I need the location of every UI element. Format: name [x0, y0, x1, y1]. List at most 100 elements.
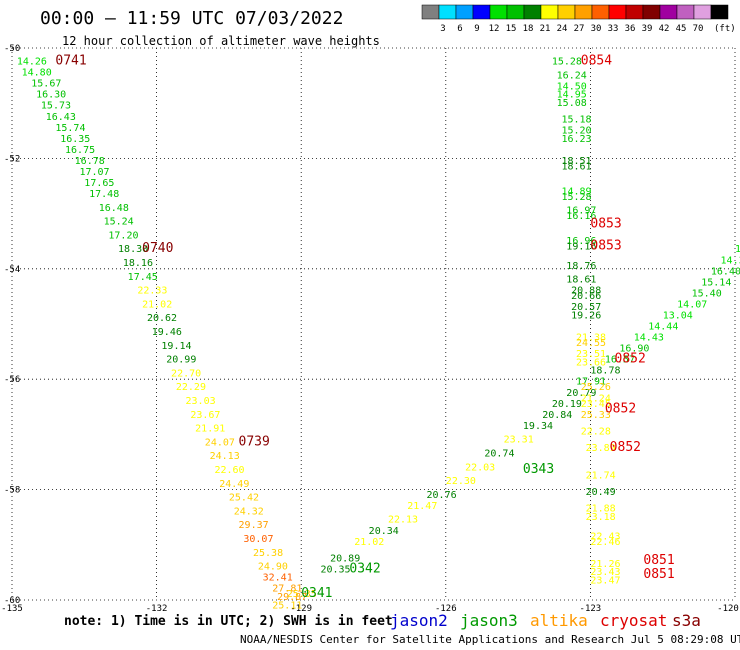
wave-height-point: 21.88	[586, 504, 616, 515]
wave-height-point: 16.43	[46, 112, 76, 123]
wave-height-point: 22.60	[214, 465, 244, 476]
wave-height-point: 20.79	[566, 388, 596, 399]
wave-height-point: 19.26	[571, 310, 601, 321]
wave-height-point: 20.34	[369, 526, 399, 537]
wave-height-point: 24.07	[205, 437, 235, 448]
wave-height-point: 16.16	[566, 211, 596, 222]
colorbar-swatch	[710, 4, 729, 20]
wave-height-point: 21.47	[407, 501, 437, 512]
footnote: note: 1) Time is in UTC; 2) SWH is in fe…	[64, 614, 393, 629]
wave-height-point: 22.33	[137, 286, 167, 297]
x-tick-label: -129	[290, 604, 312, 614]
wave-height-point: 18.16	[123, 258, 153, 269]
pass-time-label: 0341	[301, 586, 332, 601]
colorbar-label: 9	[474, 24, 479, 34]
legend-s3a: s3a	[672, 611, 701, 630]
wave-height-point: 25.11	[272, 600, 302, 611]
wave-height-point: 23.45	[581, 399, 611, 410]
pass-time-label: 0852	[605, 401, 636, 416]
wave-height-point: 23.43	[590, 567, 620, 578]
pass-time-label: 0739	[239, 434, 270, 449]
wave-height-point: 16.35	[60, 134, 90, 145]
wave-height-point: 23.47	[590, 575, 620, 586]
wave-height-point: 22.70	[171, 368, 201, 379]
wave-height-point: 20.19	[552, 399, 582, 410]
wave-height-point: 23.31	[504, 435, 534, 446]
y-tick-label: -50	[4, 44, 20, 54]
colorbar-swatch	[608, 4, 627, 20]
wave-height-point: 14.95	[557, 90, 587, 101]
legend-jason2: jason2	[390, 611, 448, 630]
wave-height-point: 16.57	[605, 355, 635, 366]
colorbar-label: 27	[574, 24, 585, 34]
wave-height-point: 15.28	[561, 192, 591, 203]
colorbar-swatch	[421, 4, 440, 20]
colorbar-label: 45	[676, 24, 687, 34]
wave-height-point: 24.90	[258, 562, 288, 573]
wave-height-point: 16.40	[711, 266, 740, 277]
wave-height-point: 15.40	[692, 288, 722, 299]
colorbar-label: 36	[625, 24, 636, 34]
wave-height-point: 21.24	[581, 393, 611, 404]
legend-altika: altika	[530, 611, 588, 630]
wave-height-point: 14.32	[721, 255, 740, 266]
colorbar-swatch	[438, 4, 457, 20]
colorbar-label: 3	[440, 24, 445, 34]
wave-height-point: 16.75	[65, 145, 95, 156]
wave-height-point: 17.07	[79, 167, 109, 178]
pass-time-label: 0343	[523, 462, 554, 477]
wave-height-point: 15.67	[31, 79, 61, 90]
wave-height-point: 21.91	[195, 424, 225, 435]
wave-height-point: 15.20	[561, 126, 591, 137]
wave-height-point: 16.90	[619, 344, 649, 355]
colorbar-swatch	[557, 4, 576, 20]
wave-height-point: 14.44	[648, 322, 678, 333]
wave-height-point: 29.87	[277, 592, 307, 603]
colorbar-label: 6	[457, 24, 462, 34]
wave-height-point: 18.61	[561, 161, 591, 172]
colorbar-label: 15	[506, 24, 517, 34]
colorbar-swatch	[472, 4, 491, 20]
pass-time-label: 0740	[142, 241, 173, 256]
wave-height-point: 30.07	[243, 534, 273, 545]
data-points: 14.2614.8015.6716.3015.7316.4315.7416.35…	[17, 57, 740, 612]
wave-height-point: 16.97	[566, 206, 596, 217]
wave-height-point: 16.78	[75, 156, 105, 167]
colorbar-label: 12	[489, 24, 500, 34]
axes: -135 -132 -129 -126 -123 -120 -50 -52 -54 -56 -58 -…	[1, 44, 739, 614]
x-tick-label: -120	[717, 604, 739, 614]
colorbar-swatch	[506, 4, 525, 20]
wave-height-point: 21.74	[586, 471, 616, 482]
wave-height-point: 16.30	[36, 90, 66, 101]
pass-time-label: 0741	[55, 54, 86, 69]
wave-height-point: 15.73	[41, 101, 71, 112]
wave-height-point: 20.49	[586, 487, 616, 498]
wave-height-point: 15.18	[561, 115, 591, 126]
wave-height-point: 15.14	[701, 277, 731, 288]
y-tick-label: -58	[4, 486, 20, 496]
wave-height-point: 20.89	[330, 553, 360, 564]
wave-height-point: 22.03	[465, 462, 495, 473]
wave-height-point: 22.29	[176, 382, 206, 393]
pass-time-label: 0851	[643, 553, 674, 568]
pass-labels: 0741 0740 0739 0341 0342 0343 0854 0853 0853 0852…	[55, 54, 674, 602]
colorbar-swatch	[455, 4, 474, 20]
wave-height-point: 22.43	[590, 531, 620, 542]
wave-height-point: 21.02	[354, 537, 384, 548]
wave-height-point: 25.38	[253, 548, 283, 559]
wave-height-point: 20.99	[166, 355, 196, 366]
colorbar-label: 39	[642, 24, 653, 34]
wave-height-point: 22.30	[446, 476, 476, 487]
wave-height-point: 27.81	[272, 584, 302, 595]
wave-height-point: 17.45	[128, 272, 158, 283]
wave-height-point: 19.34	[523, 421, 553, 432]
colorbar-label: 24	[557, 24, 568, 34]
colorbar-swatch	[676, 4, 695, 20]
wave-height-point: 22.13	[388, 515, 418, 526]
wave-height-point: 22.46	[590, 537, 620, 548]
wave-height-point: 14.80	[22, 68, 52, 79]
wave-height-point: 20.62	[147, 313, 177, 324]
pass-time-label: 0853	[590, 216, 621, 231]
wave-height-point: 32.41	[263, 573, 293, 584]
